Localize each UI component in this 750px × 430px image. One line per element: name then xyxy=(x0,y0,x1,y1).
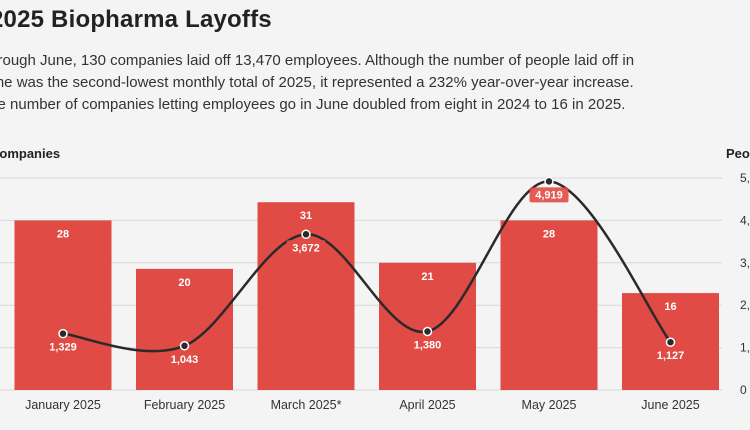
data-labels: 28 20 31 21 28 16 1,329 1,043 3,672 1,380 4,919 1,1… xyxy=(43,187,690,367)
people-point xyxy=(301,229,311,240)
point-label-bg xyxy=(165,351,204,367)
chart-title: 2025 Biopharma Layoffs xyxy=(0,6,272,33)
right-axis-tick-label: 3, xyxy=(740,256,750,270)
bars xyxy=(14,202,719,390)
right-axis-tick-label: 0 xyxy=(740,383,747,397)
point-value-label: 1,043 xyxy=(171,354,199,366)
right-axis-tick-label: 1, xyxy=(740,341,750,355)
subtitle-line-1: Through June, 130 companies laid off 13,… xyxy=(0,52,635,69)
point-value-label: 3,672 xyxy=(292,242,320,254)
bar-value-label: 28 xyxy=(57,228,69,240)
x-axis-tick-label: April 2025 xyxy=(399,398,455,412)
x-axis-tick-label: May 2025 xyxy=(522,398,577,412)
right-y-axis: 0 1, 2, 3, 4, 5, xyxy=(740,171,750,397)
right-axis-tick-label: 5, xyxy=(740,171,750,185)
bar-value-label: 21 xyxy=(421,271,433,283)
point-label-bg xyxy=(408,337,447,353)
chart-subtitle: Through June, 130 companies laid off 13,… xyxy=(0,50,750,116)
point-value-label: 4,919 xyxy=(535,189,563,201)
people-point xyxy=(665,337,676,347)
people-point xyxy=(58,328,68,339)
subtitle-line-3: The number of companies letting employee… xyxy=(0,96,626,113)
people-point xyxy=(179,341,190,351)
companies-bar xyxy=(379,262,476,390)
x-axis-tick-label: February 2025 xyxy=(144,398,225,412)
companies-bar xyxy=(14,220,112,390)
point-value-label: 1,329 xyxy=(49,342,77,354)
bar-value-label: 31 xyxy=(300,210,312,222)
point-label-bg xyxy=(43,339,83,355)
companies-bar xyxy=(136,268,233,390)
people-point xyxy=(422,326,433,337)
bar-value-label: 28 xyxy=(543,228,555,240)
bar-value-label: 16 xyxy=(664,301,676,313)
people-line-series xyxy=(58,176,676,353)
companies-bar xyxy=(500,220,598,390)
x-axis: January 2025 February 2025 March 2025* Apri… xyxy=(25,398,700,412)
bar-value-label: 20 xyxy=(178,277,190,289)
subtitle-line-2: June was the second-lowest monthly total… xyxy=(0,74,634,91)
layoffs-combo-chart: Companies People 28 20 31 21 28 16 1,329 1,043 3… xyxy=(0,146,750,412)
point-value-label: 1,380 xyxy=(414,339,442,351)
right-axis-tick-label: 4, xyxy=(740,213,750,227)
left-axis-title: Companies xyxy=(0,146,60,161)
point-label-bg xyxy=(651,348,690,364)
point-label-bg xyxy=(286,240,326,256)
x-axis-tick-label: January 2025 xyxy=(25,398,101,412)
point-value-label: 1,127 xyxy=(657,350,685,362)
point-label-bg xyxy=(529,187,569,203)
people-point xyxy=(544,176,554,187)
x-axis-tick-label: March 2025* xyxy=(271,398,342,412)
right-axis-title: People xyxy=(726,146,750,161)
right-axis-tick-label: 2, xyxy=(740,298,750,312)
x-axis-tick-label: June 2025 xyxy=(641,398,699,412)
